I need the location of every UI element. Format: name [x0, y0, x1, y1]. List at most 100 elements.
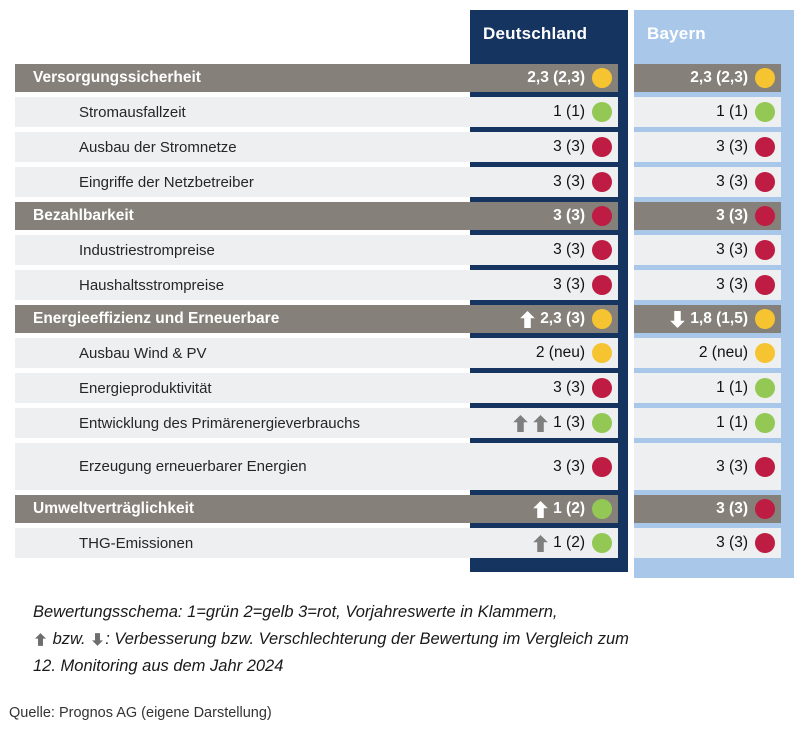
row-strip-bayern: 2,3 (2,3): [634, 64, 781, 92]
table-rows: Versorgungssicherheit 2,3 (2,3) 2,3 (2,3) S…: [0, 64, 800, 563]
row-value: 1 (1): [716, 379, 748, 396]
column-gap: [618, 495, 634, 523]
row-value: 1 (3): [553, 414, 585, 431]
row-label: Industriestrompreise: [79, 241, 215, 259]
rating-cell: 2,3 (2,3): [690, 68, 775, 88]
row-label: Erzeugung erneuerbarer Energien: [79, 458, 307, 475]
table-row: Haushaltsstrompreise 3 (3) 3 (3): [0, 270, 800, 300]
rating-cell: 1 (3): [513, 413, 612, 433]
row-strip-main: Stromausfallzeit 1 (1): [15, 97, 618, 127]
rating-dot-yellow: [592, 68, 612, 88]
rating-dot-red: [592, 172, 612, 192]
row-value: 1 (1): [553, 103, 585, 120]
table-row: Versorgungssicherheit 2,3 (2,3) 2,3 (2,3): [0, 64, 800, 92]
rating-cell: 1,8 (1,5): [670, 309, 775, 329]
rating-cell: 2,3 (3): [520, 309, 612, 329]
rating-cell: 1 (1): [716, 413, 775, 433]
rating-cell: 3 (3): [553, 172, 612, 192]
row-value: 1 (2): [553, 500, 585, 517]
up-arrow-icon: [533, 414, 548, 432]
rating-cell: 3 (3): [553, 206, 612, 226]
row-strip-bayern: 1 (1): [634, 97, 781, 127]
legend-line-1: Bewertungsschema: 1=grün 2=gelb 3=rot, V…: [33, 599, 763, 626]
row-strip-bayern: 3 (3): [634, 443, 781, 490]
rating-dot-green: [592, 102, 612, 122]
rating-dot-red: [755, 172, 775, 192]
legend-line-2: bzw. : Verbesserung bzw. Verschlechterun…: [33, 626, 763, 653]
row-value: 2,3 (2,3): [527, 69, 585, 86]
row-value: 2,3 (3): [540, 310, 585, 327]
row-strip-bayern: 1,8 (1,5): [634, 305, 781, 333]
row-value: 2 (neu): [698, 344, 748, 361]
column-gap: [618, 270, 634, 300]
row-value: 1 (1): [716, 103, 748, 120]
down-arrow-icon: [670, 310, 686, 328]
column-gap: [618, 305, 634, 333]
rating-cell: 3 (3): [716, 206, 775, 226]
rating-dot-yellow: [592, 309, 612, 329]
up-arrow-icon: [533, 500, 548, 518]
table-row: Energieeffizienz und Erneuerbare 2,3 (3) 1…: [0, 305, 800, 333]
table-row: Entwicklung des Primärenergieverbrauchs 1…: [0, 408, 800, 438]
row-strip-bayern: 3 (3): [634, 528, 781, 558]
rating-dot-green: [592, 413, 612, 433]
row-label: Energieproduktivität: [79, 379, 212, 397]
rating-dot-green: [755, 378, 775, 398]
rating-dot-red: [592, 378, 612, 398]
column-gap: [618, 235, 634, 265]
rating-dot-red: [755, 240, 775, 260]
rating-cell: 3 (3): [553, 275, 612, 295]
rating-cell: 3 (3): [716, 172, 775, 192]
column-gap: [618, 443, 634, 490]
column-gap: [618, 408, 634, 438]
table-row: Umweltverträglichkeit 1 (2) 3 (3): [0, 495, 800, 523]
row-strip-bayern: 3 (3): [634, 132, 781, 162]
row-strip-bayern: 3 (3): [634, 495, 781, 523]
rating-cell: 3 (3): [716, 533, 775, 553]
rating-dot-green: [755, 102, 775, 122]
row-value: 1 (1): [716, 414, 748, 431]
row-label: Eingriffe der Netzbetreiber: [79, 173, 254, 191]
rating-dot-red: [755, 137, 775, 157]
source-note: Quelle: Prognos AG (eigene Darstellung): [9, 705, 272, 721]
column-gap: [618, 64, 634, 92]
row-strip-main: Ausbau Wind & PV 2 (neu): [15, 338, 618, 368]
legend-text: Bewertungsschema: 1=grün 2=gelb 3=rot, V…: [33, 603, 558, 621]
row-label: Entwicklung des Primärenergieverbrauchs: [79, 414, 360, 432]
row-strip-main: Industriestrompreise 3 (3): [15, 235, 618, 265]
table-row: Energieproduktivität 3 (3) 1 (1): [0, 373, 800, 403]
row-label: Bezahlbarkeit: [33, 207, 134, 224]
rating-dot-yellow: [755, 68, 775, 88]
row-strip-main: Energieeffizienz und Erneuerbare 2,3 (3): [15, 305, 618, 333]
rating-cell: 3 (3): [716, 275, 775, 295]
row-label: Ausbau Wind & PV: [79, 344, 207, 362]
legend-text: 12. Monitoring aus dem Jahr 2024: [33, 657, 284, 675]
table-row: THG-Emissionen 1 (2) 3 (3): [0, 528, 800, 558]
row-value: 3 (3): [716, 276, 748, 293]
rating-cell: 3 (3): [716, 240, 775, 260]
rating-dot-red: [592, 456, 612, 477]
row-strip-bayern: 1 (1): [634, 373, 781, 403]
row-value: 3 (3): [716, 534, 748, 551]
row-label: Umweltverträglichkeit: [33, 500, 195, 517]
row-value: 3 (3): [716, 241, 748, 258]
rating-dot-green: [755, 413, 775, 433]
rating-cell: 2,3 (2,3): [527, 68, 612, 88]
rating-dot-red: [592, 275, 612, 295]
rating-dot-red: [592, 240, 612, 260]
legend: Bewertungsschema: 1=grün 2=gelb 3=rot, V…: [33, 599, 763, 680]
row-strip-main: Bezahlbarkeit 3 (3): [15, 202, 618, 230]
row-label: Stromausfallzeit: [79, 103, 186, 121]
column-header-bayern: Bayern: [647, 24, 706, 43]
row-label: THG-Emissionen: [79, 534, 194, 552]
row-value: 3 (3): [553, 379, 585, 396]
row-value: 3 (3): [553, 276, 585, 293]
row-value: 3 (3): [716, 457, 748, 475]
row-strip-main: Eingriffe der Netzbetreiber 3 (3): [15, 167, 618, 197]
rating-dot-red: [592, 137, 612, 157]
up-arrow-icon: [520, 310, 535, 328]
rating-cell: 3 (3): [716, 499, 775, 519]
rating-dot-yellow: [755, 309, 775, 329]
up-arrow-icon: [35, 633, 46, 646]
row-value: 3 (3): [716, 207, 748, 224]
